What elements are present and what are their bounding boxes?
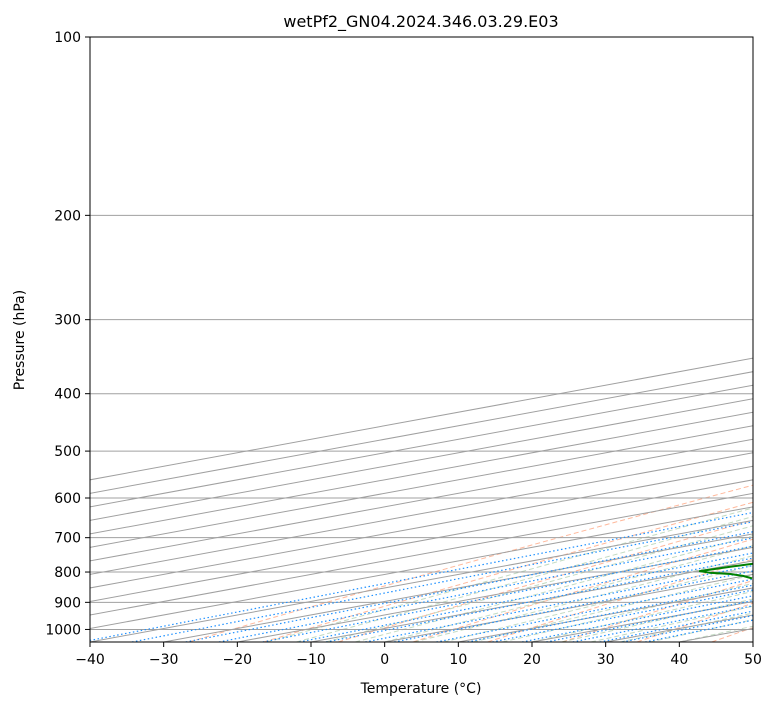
isotherm-line [90,452,753,575]
y-tick-label: 800 [54,565,81,581]
y-tick-label: 200 [54,208,81,224]
mixing-ratio-line [262,545,753,642]
moist-adiabat-line [266,507,753,642]
mixing-ratio-line [131,521,753,642]
moist-adiabat-line [561,598,753,642]
isotherms [90,357,753,642]
x-tick-label: 40 [670,652,688,668]
y-tick-label: 400 [54,387,81,403]
y-tick-label: 500 [54,444,81,460]
dry-adiabats [188,484,753,642]
moist-adiabat-line [413,555,753,642]
x-tick-label: −30 [149,652,179,668]
y-tick-label: 900 [54,595,81,611]
x-tick-label: 0 [380,652,389,668]
y-tick-label: 600 [54,491,81,507]
isotherm-line [90,492,753,616]
mixing-ratio-line [90,511,753,642]
x-tick-label: −20 [223,652,253,668]
y-tick-label: 700 [54,531,81,547]
isobars [90,37,753,630]
mixing-ratio-line [467,584,753,642]
y-axis-ticks: 100 200 300 400 500 600 700 800 900 1000 [45,30,90,638]
isotherm-line [90,425,753,548]
plot-area: 0.10.20.40.611.52346810131620253036-100-… [90,37,753,642]
isotherm-line [90,438,753,562]
chart-title: wetPf2_GN04.2024.346.03.29.E03 [283,12,558,32]
x-tick-label: −10 [296,652,326,668]
x-tick-label: 50 [744,652,762,668]
isotherm-line [90,506,753,629]
mixing-ratio-line [436,578,753,642]
y-tick-label: 1000 [45,622,81,638]
dry-adiabat-line [338,519,753,642]
isotherm-line [90,519,753,642]
mixing-ratio-line [521,595,753,642]
isotherm-line [90,479,753,602]
x-tick-label: 30 [597,652,615,668]
dry-adiabat-line [188,484,753,642]
x-tick-label: 10 [449,652,467,668]
mixing-ratio-line [546,599,753,642]
moist-adiabat-line [472,574,753,642]
x-axis-label: Temperature (°C) [360,681,482,697]
moist-adiabat-line [355,535,753,642]
isotherm-line [90,465,753,589]
x-tick-label: −40 [75,652,105,668]
x-axis-ticks: −40 −30 −20 −10 0 10 20 30 40 50 [75,642,762,668]
y-tick-label: 100 [54,30,81,46]
isotherm-line [163,533,753,642]
mixing-ratio-line [492,589,753,642]
mixing-ratio-lines [90,511,753,642]
moist-adiabat-line [325,525,753,642]
y-axis-label: Pressure (hPa) [12,290,28,390]
dry-adiabat-line [487,558,753,642]
y-tick-label: 300 [54,313,81,329]
plot-frame [89,36,754,643]
x-tick-label: 20 [523,652,541,668]
